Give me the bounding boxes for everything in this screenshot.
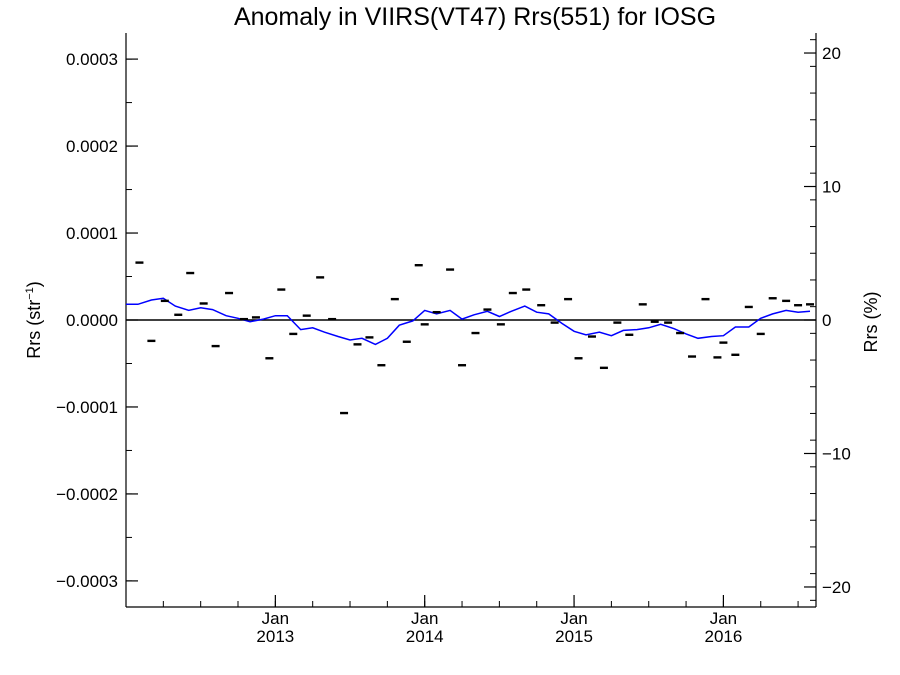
y-left-tick-label: −0.0001 <box>56 398 118 417</box>
y-left-label: Rrs (str−1) <box>24 281 44 359</box>
x-tick-label-year: 2014 <box>406 627 444 646</box>
y-left-label-main: Rrs (str <box>24 300 44 359</box>
x-tick-label-year: 2015 <box>555 627 593 646</box>
x-tick-label-year: 2013 <box>256 627 294 646</box>
y-left-tick-label: 0.0000 <box>66 311 118 330</box>
anomaly-line <box>126 297 811 346</box>
y-right-axis-ticks: 20 10 0 −10 −20 <box>804 44 851 597</box>
x-tick-label-month: Jan <box>262 609 289 628</box>
y-left-label-sup: −1 <box>24 287 36 300</box>
y-right-tick-label: 10 <box>822 178 841 197</box>
y-left-axis-ticks: 0.0003 0.0002 0.0001 0.0000 −0.0001 −0.0002 −0… <box>56 50 138 591</box>
y-left-tick-label: 0.0001 <box>66 224 118 243</box>
y-left-label-end: ) <box>24 281 44 287</box>
x-tick-label-month: Jan <box>560 609 587 628</box>
y-left-tick-label: −0.0003 <box>56 572 118 591</box>
x-tick-label-month: Jan <box>411 609 438 628</box>
series-monthly-points <box>135 261 815 415</box>
y-left-tick-label: −0.0002 <box>56 485 118 504</box>
chart-title: Anomaly in VIIRS(VT47) Rrs(551) for IOSG <box>234 3 716 31</box>
y-left-tick-label: 0.0003 <box>66 50 118 69</box>
y-right-tick-label: −20 <box>822 578 851 597</box>
y-right-label: Rrs (%) <box>861 292 881 353</box>
y-left-tick-label: 0.0002 <box>66 137 118 156</box>
y-right-tick-label: 20 <box>822 44 841 63</box>
series-smoothed-line <box>126 297 811 346</box>
x-tick-label-year: 2016 <box>704 627 742 646</box>
y-right-tick-label: −10 <box>822 444 851 463</box>
y-right-tick-label: 0 <box>822 311 831 330</box>
minor-ticks <box>125 39 816 607</box>
x-tick-label-month: Jan <box>710 609 737 628</box>
